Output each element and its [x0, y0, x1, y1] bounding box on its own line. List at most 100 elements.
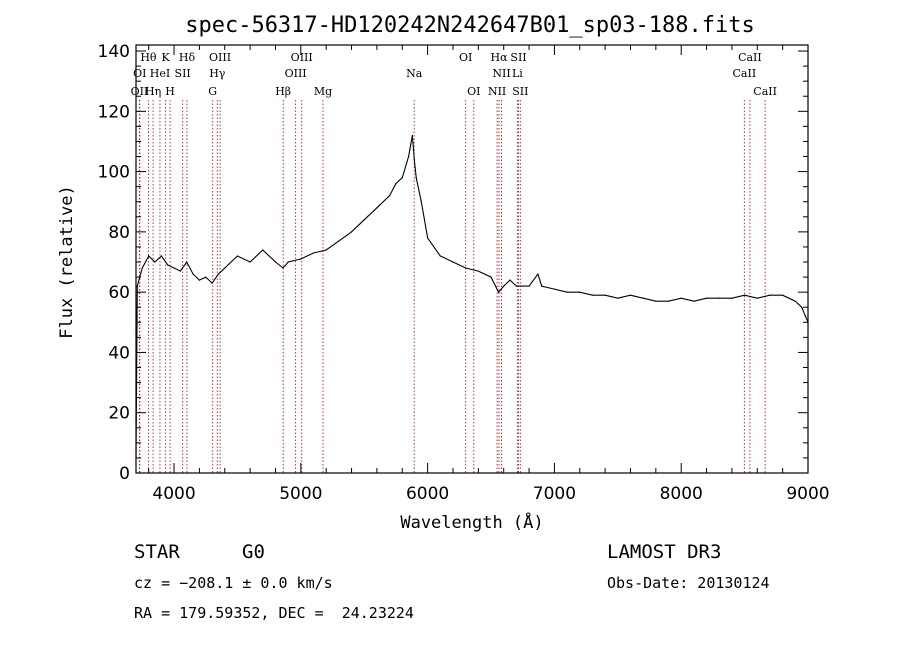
data-point [388, 195, 391, 197]
data-point [509, 279, 511, 281]
data-point [186, 261, 188, 263]
data-point [312, 252, 315, 254]
line-marker-label: OI [467, 85, 480, 98]
x-axis: 4000 5000 6000 7000 8000 9000 [148, 45, 830, 504]
line-marker-label: Hγ [209, 67, 226, 80]
line-marker-label: OIII [209, 51, 231, 64]
data-point [287, 261, 289, 263]
x-tick-label: 7000 [533, 484, 576, 504]
data-point [415, 177, 417, 179]
x-axis-title: Wavelength (Å) [400, 511, 543, 533]
plot-frame [135, 44, 809, 474]
y-tick-label: 40 [108, 343, 130, 363]
data-point [617, 297, 619, 299]
y-tick-label: 140 [98, 42, 130, 62]
series-line [135, 135, 809, 458]
line-marker-label: K [162, 51, 171, 64]
data-point [160, 255, 162, 257]
line-marker-label: SII [175, 67, 191, 80]
data-point [249, 261, 251, 263]
data-point [655, 300, 657, 302]
data-point [680, 297, 682, 299]
line-markers: OIIOIHθHηHeIKHSIIHδGHγOIIIHβOIIIOIIIMgNa… [131, 51, 777, 473]
data-point [604, 294, 606, 296]
data-point [274, 261, 277, 263]
line-marker-label: Hβ [275, 85, 291, 98]
line-marker-label: Hδ [179, 51, 196, 64]
data-point [744, 294, 746, 296]
data-point [376, 207, 378, 209]
y-tick-label: 100 [98, 163, 130, 183]
line-marker-label: Li [512, 67, 523, 80]
data-point [173, 267, 175, 269]
data-point [236, 255, 239, 257]
data-point [528, 285, 530, 287]
data-point [224, 267, 226, 269]
line-marker-label: SII [512, 85, 528, 98]
data-point [282, 267, 284, 269]
data-point [693, 300, 695, 302]
data-point [541, 285, 543, 287]
y-axis: 0 20 40 60 80 100 120 140 [98, 42, 808, 484]
data-point [439, 255, 441, 257]
x-tick-label: 4000 [152, 484, 195, 504]
data-point [408, 155, 410, 158]
chart-title: spec-56317-HD120242N242647B01_sp03-188.f… [185, 13, 755, 38]
x-tick-label: 6000 [406, 484, 449, 504]
redshift-line: cz = −208.1 ± 0.0 km/s [134, 574, 333, 592]
data-point [490, 276, 492, 278]
line-marker-label: OI [133, 67, 146, 80]
y-axis-title: Flux (relative) [57, 185, 77, 339]
y-tick-label: 60 [108, 283, 130, 303]
x-tick-label: 8000 [660, 484, 703, 504]
line-marker-label: H [165, 85, 175, 98]
data-point [401, 177, 403, 179]
data-point [141, 267, 143, 269]
line-marker-label: SII [510, 51, 526, 64]
data-point [300, 258, 302, 260]
data-point [515, 285, 517, 287]
data-point [420, 201, 422, 203]
y-tick-label: 0 [119, 464, 130, 484]
x-tick-label: 5000 [279, 484, 322, 504]
data-point [363, 219, 365, 221]
object-subclass: G0 [242, 541, 265, 563]
data-point [338, 240, 340, 242]
data-point [591, 294, 594, 296]
data-point [801, 306, 803, 308]
data-point [154, 261, 156, 263]
data-point [452, 261, 454, 263]
data-point [804, 315, 807, 317]
data-point [262, 249, 264, 251]
data-point [579, 291, 581, 293]
line-marker-label: OIII [285, 67, 307, 80]
y-tick-label: 20 [108, 404, 130, 424]
line-marker-label: Hη [145, 85, 161, 98]
data-point [179, 270, 181, 272]
line-marker-label: Mg [314, 85, 332, 98]
line-marker-label: Hθ [140, 51, 157, 64]
data-point [192, 273, 194, 275]
data-point [413, 158, 415, 161]
data-point [705, 297, 708, 299]
line-marker-label: NII [492, 67, 510, 80]
data-point [477, 270, 479, 272]
data-point [205, 276, 207, 278]
data-point [769, 294, 771, 296]
data-point [782, 294, 784, 296]
data-point [411, 134, 414, 137]
data-point [167, 264, 169, 266]
line-marker-label: CaII [738, 51, 762, 64]
line-marker-label: CaII [753, 85, 777, 98]
data-point [731, 297, 733, 299]
data-point [217, 273, 220, 275]
data-point [667, 300, 670, 302]
line-marker-label: HeI [150, 67, 170, 80]
data-point [718, 297, 720, 299]
data-point [553, 288, 556, 290]
y-tick-label: 120 [98, 102, 130, 122]
line-marker-label: OII [131, 85, 149, 98]
line-marker-label: NII [488, 85, 506, 98]
line-marker-label: OI [459, 51, 472, 64]
